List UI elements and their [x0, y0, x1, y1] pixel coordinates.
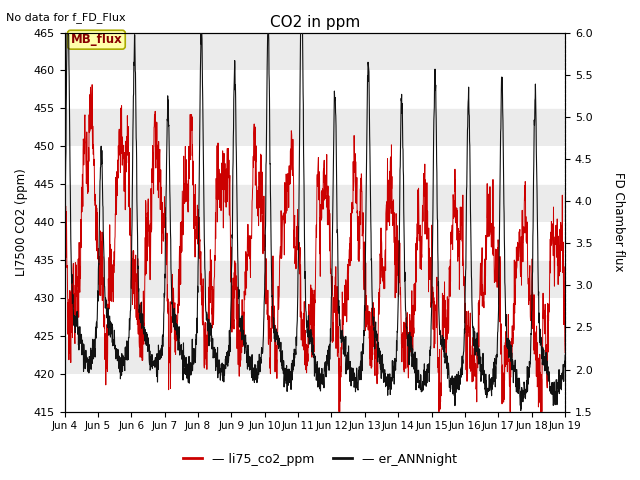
- Bar: [65, 336, 565, 374]
- Bar: [65, 33, 565, 71]
- Y-axis label: LI7500 CO2 (ppm): LI7500 CO2 (ppm): [15, 168, 28, 276]
- Bar: [65, 260, 565, 298]
- Y-axis label: FD Chamber flux: FD Chamber flux: [612, 172, 625, 272]
- Bar: [65, 108, 565, 146]
- Legend: — li75_co2_ppm, — er_ANNnight: — li75_co2_ppm, — er_ANNnight: [178, 448, 462, 471]
- Text: No data for f_FD_Flux: No data for f_FD_Flux: [6, 12, 126, 23]
- Title: CO2 in ppm: CO2 in ppm: [269, 15, 360, 30]
- Text: MB_flux: MB_flux: [70, 33, 122, 46]
- Bar: [65, 184, 565, 222]
